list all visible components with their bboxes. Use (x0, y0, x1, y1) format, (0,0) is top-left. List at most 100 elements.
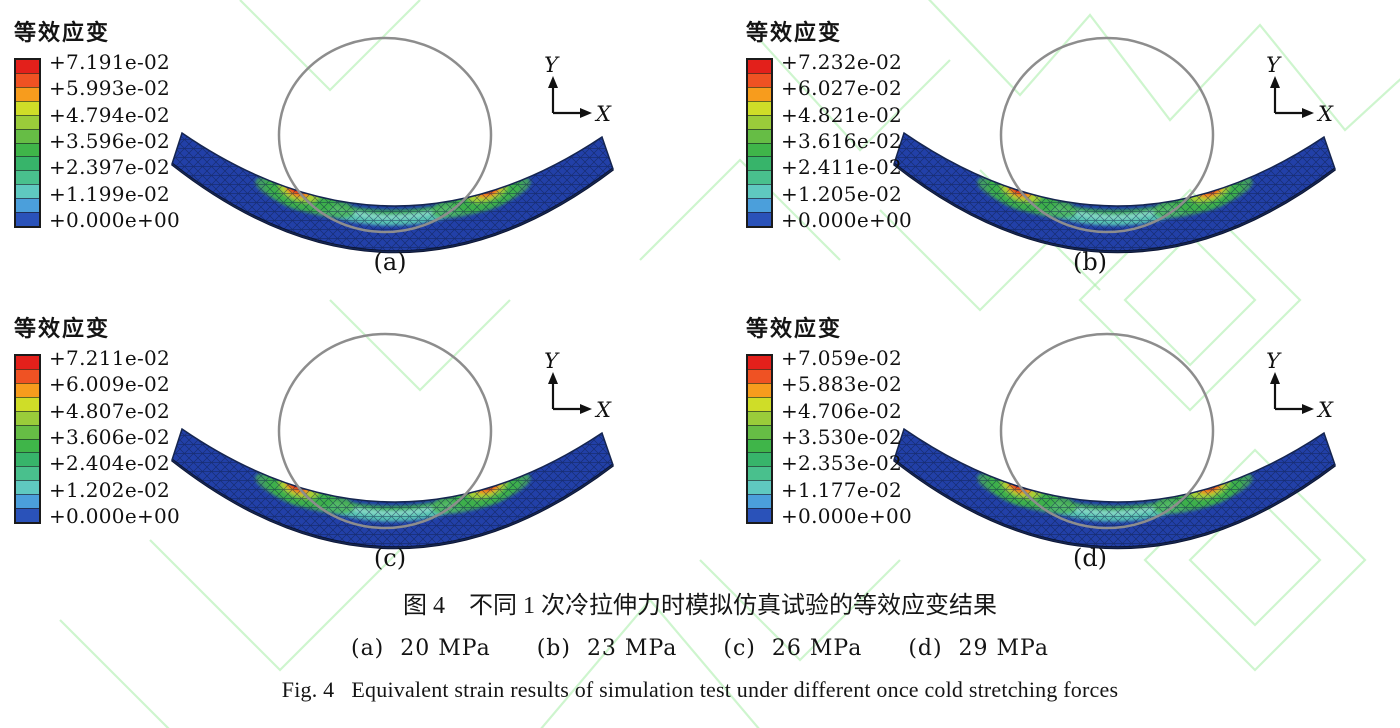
colorbar-segment (748, 508, 771, 523)
strain-legend: 等效应变 +7.059e-02 +5.883e-02 +4.706e-02 +3… (746, 316, 912, 526)
colorbar-segment (748, 356, 771, 369)
legend-value: +3.530e-02 (781, 424, 903, 449)
colorbar-segment (748, 452, 771, 467)
axis-indicator: Y X (544, 349, 612, 422)
colorbar-segment (16, 212, 39, 227)
legend-value: +5.883e-02 (781, 372, 903, 397)
subcaption-item: (b) 23 MPa (536, 636, 678, 661)
panel-a: 等效应变 +7.191e-02 +5.993e-02 +4.794e-02 +3… (0, 0, 700, 296)
colorbar-segment (748, 170, 771, 185)
beam-scene: Y X (893, 332, 1336, 550)
die-circle (277, 36, 493, 234)
colorbar (14, 354, 41, 524)
beam-scene: Y X (893, 36, 1336, 254)
axis-indicator: Y X (1266, 53, 1334, 126)
legend-value: +4.821e-02 (781, 102, 903, 127)
watermark-shape (639, 158, 841, 261)
caption-chinese: 图 4 不同 1 次冷拉伸力时模拟仿真试验的等效应变结果 (403, 593, 997, 619)
legend-body: +7.059e-02 +5.883e-02 +4.706e-02 +3.530e… (746, 348, 912, 526)
watermark-shape (759, 39, 951, 152)
legend-title: 等效应变 (746, 20, 843, 45)
legend-labels: +7.059e-02 +5.883e-02 +4.706e-02 +3.530e… (773, 348, 912, 526)
legend-value: +2.353e-02 (781, 451, 903, 476)
colorbar-segment (748, 60, 771, 73)
colorbar-segment (748, 368, 771, 383)
mesh-overlay (894, 133, 1335, 252)
colorbar-segment (748, 142, 771, 157)
watermark-shape (1188, 493, 1322, 627)
beam-scene: Y X (171, 36, 614, 254)
colorbar-segment (16, 466, 39, 481)
panel-letter: (d) (1072, 544, 1108, 572)
arrow-right-icon (580, 108, 592, 118)
colorbar-segment (748, 212, 771, 227)
arrow-up-icon (548, 76, 558, 88)
colorbar-segment (16, 356, 39, 369)
legend-value: +1.202e-02 (49, 477, 171, 502)
panel-c: 等效应变 +7.211e-02 +6.009e-02 +4.807e-02 +3… (0, 296, 700, 588)
watermark-shape (149, 539, 411, 672)
colorbar-segment (748, 466, 771, 481)
watermark-shape (699, 559, 901, 662)
colorbar-segment (16, 198, 39, 213)
figure-captions: 图 4 不同 1 次冷拉伸力时模拟仿真试验的等效应变结果 (a) 20 MPa (… (0, 588, 1400, 704)
colorbar-segment (16, 494, 39, 509)
legend-labels: +7.191e-02 +5.993e-02 +4.794e-02 +3.596e… (41, 52, 180, 230)
legend-value: +3.616e-02 (781, 128, 903, 153)
die-circle (277, 332, 493, 530)
legend-value: +0.000e+00 (49, 503, 181, 528)
caption-subpanels: (a) 20 MPa (b) 23 MPa (c) 26 MPa (d) 29 MPa (328, 634, 1072, 666)
colorbar-segment (16, 156, 39, 171)
mesh-overlay (172, 429, 613, 548)
strain-legend: 等效应变 +7.232e-02 +6.027e-02 +4.821e-02 +3… (746, 20, 912, 230)
axis-y-label: Y (544, 349, 560, 373)
axis-y-label: Y (1266, 349, 1282, 373)
colorbar-segment (748, 100, 771, 115)
mesh-overlay (172, 133, 613, 252)
strain-field (894, 133, 1335, 252)
legend-value: +1.205e-02 (781, 181, 903, 206)
legend-value: +1.177e-02 (781, 477, 903, 502)
strain-legend: 等效应变 +7.191e-02 +5.993e-02 +4.794e-02 +3… (14, 20, 180, 230)
colorbar-segment (16, 114, 39, 129)
colorbar-segment (16, 368, 39, 383)
legend-value: +0.000e+00 (781, 207, 913, 232)
watermark-shape (239, 0, 421, 92)
colorbar-segment (16, 184, 39, 199)
subcaption-item: (a) 20 MPa (350, 636, 491, 661)
colorbar-segment (748, 128, 771, 143)
subcaption-item: (c) 26 MPa (723, 636, 863, 661)
die-circle (999, 36, 1215, 234)
beam-outline (893, 131, 1336, 253)
axis-x-label: X (1316, 398, 1334, 422)
legend-value: +0.000e+00 (781, 503, 913, 528)
legend-value: +0.000e+00 (49, 207, 181, 232)
mesh-overlay (894, 429, 1335, 548)
colorbar-segment (16, 100, 39, 115)
legend-value: +4.807e-02 (49, 398, 171, 423)
panel-letter: (c) (373, 544, 407, 572)
colorbar-segment (16, 508, 39, 523)
colorbar-segment (16, 438, 39, 453)
arrow-right-icon (580, 404, 592, 414)
strain-field (894, 429, 1335, 548)
legend-value: +7.059e-02 (781, 346, 903, 370)
panels-grid: 等效应变 +7.191e-02 +5.993e-02 +4.794e-02 +3… (0, 0, 1336, 588)
colorbar-segment (16, 142, 39, 157)
colorbar-segment (748, 156, 771, 171)
colorbar (746, 354, 773, 524)
arrow-right-icon (1302, 404, 1314, 414)
colorbar-segment (16, 60, 39, 73)
colorbar-segment (16, 396, 39, 411)
legend-value: +6.009e-02 (49, 372, 171, 397)
legend-value: +5.993e-02 (49, 76, 171, 101)
axis-x-label: X (1316, 102, 1334, 126)
simulation-view: Y X (893, 36, 1336, 254)
beam-outline (171, 131, 614, 253)
strain-field (172, 133, 613, 252)
watermark-shape (59, 619, 170, 728)
simulation-view: Y X (893, 332, 1336, 550)
legend-value: +4.794e-02 (49, 102, 171, 127)
panel-letter: (a) (373, 248, 407, 276)
